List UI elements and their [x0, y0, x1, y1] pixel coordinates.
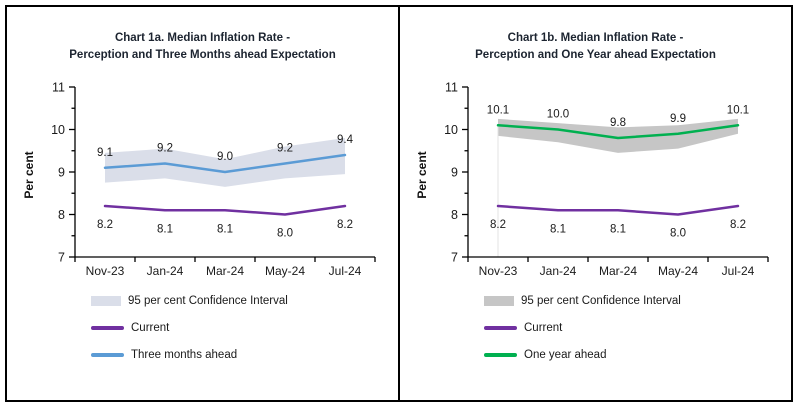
chart-1a-title-line1: Chart 1a. Median Inflation Rate -: [114, 32, 291, 44]
data-label: 9.4: [337, 134, 354, 146]
x-tick-label: Mar-24: [206, 264, 244, 278]
y-tick-label: 9: [58, 166, 65, 180]
data-label: 9.2: [157, 143, 173, 155]
data-label: 8.2: [730, 219, 746, 231]
current-series-line: [103, 204, 347, 216]
ahead-line-swatch: [484, 353, 517, 357]
data-label: 8.1: [157, 223, 173, 235]
y-tick-label: 7: [451, 251, 458, 265]
x-tick-label: Jul-24: [329, 264, 362, 278]
chart-1b-title-line1: Chart 1b. Median Inflation Rate -: [507, 32, 684, 44]
ahead-series-line: [103, 153, 347, 174]
legend-label: Three months ahead: [131, 349, 238, 361]
x-tick-label: Jan-24: [540, 264, 577, 278]
y-tick-label: 10: [51, 123, 65, 137]
data-label: 9.1: [97, 147, 113, 159]
data-label: 8.1: [217, 223, 233, 235]
data-label: 8.1: [610, 223, 626, 235]
confidence-band-swatch: [91, 296, 121, 306]
data-label: 9.0: [217, 151, 233, 163]
legend-item-three-months-ahead: Three months ahead: [91, 349, 288, 361]
x-tick-label: Nov-23: [479, 264, 518, 278]
legend-label: Current: [524, 322, 563, 334]
chart-1a-title-line2: Perception and Three Months ahead Expect…: [69, 48, 336, 61]
legend-label: 95 per cent Confidence Interval: [128, 295, 288, 307]
data-label: 8.2: [337, 219, 353, 231]
current-line-swatch: [484, 326, 517, 330]
legend-item-current: Current: [91, 322, 288, 334]
legend-label: 95 per cent Confidence Interval: [521, 295, 681, 307]
x-tick-label: Jan-24: [147, 264, 184, 278]
data-label: 9.9: [670, 113, 686, 125]
y-tick-label: 11: [445, 81, 458, 95]
x-tick-label: May-24: [658, 264, 698, 278]
current-line-swatch: [91, 326, 124, 330]
chart-panel-1a: Chart 1a. Median Inflation Rate - Percep…: [7, 7, 400, 400]
y-tick-label: 11: [52, 81, 65, 95]
confidence-band-swatch: [484, 296, 514, 306]
chart-1b-title: Chart 1b. Median Inflation Rate - Percep…: [400, 7, 791, 63]
y-tick-label: 8: [58, 208, 65, 222]
x-tick-label: Mar-24: [599, 264, 637, 278]
legend-label: One year ahead: [524, 349, 607, 361]
legend-item-confidence-interval: 95 per cent Confidence Interval: [484, 295, 681, 307]
x-tick-label: Nov-23: [86, 264, 125, 278]
chart-1b-title-line2: Perception and One Year ahead Expectatio…: [475, 48, 716, 61]
x-tick-label: May-24: [265, 264, 305, 278]
ahead-series-line: [496, 124, 740, 140]
y-tick-label: 7: [58, 251, 65, 265]
legend-item-current: Current: [484, 322, 681, 334]
data-label: 10.1: [487, 104, 509, 116]
chart-1a-legend: 95 per cent Confidence Interval Current …: [91, 295, 288, 361]
data-label: 8.2: [97, 219, 113, 231]
current-series-line: [496, 204, 740, 216]
data-label: 9.8: [610, 117, 626, 129]
data-label: 10.0: [547, 109, 569, 121]
chart-1b-plot: 7 8 9 10 11 Nov-23 Jan-24 Mar-24 May-24 Jul-24 8.2…: [444, 81, 769, 278]
data-label: 8.2: [490, 219, 506, 231]
confidence-band: [105, 138, 345, 187]
ahead-line-swatch: [91, 353, 124, 357]
chart-1b-legend: 95 per cent Confidence Interval Current …: [484, 295, 681, 361]
figure-frame: Chart 1a. Median Inflation Rate - Percep…: [5, 5, 793, 402]
x-tick-label: Jul-24: [722, 264, 755, 278]
y-tick-label: 10: [444, 123, 458, 137]
data-label: 9.2: [277, 143, 293, 155]
chart-1a-plot: 7 8 9 10 11 Nov-23 Jan-24 Mar-24 May-24 Jul-24 8.2…: [51, 81, 376, 278]
data-label: 8.0: [277, 228, 293, 240]
y-tick-label: 8: [451, 208, 458, 222]
data-label: 8.1: [550, 223, 566, 235]
legend-item-confidence-interval: 95 per cent Confidence Interval: [91, 295, 288, 307]
y-tick-label: 9: [451, 166, 458, 180]
data-label: 8.0: [670, 228, 686, 240]
chart-panel-1b: Chart 1b. Median Inflation Rate - Percep…: [400, 7, 791, 400]
legend-item-one-year-ahead: One year ahead: [484, 349, 681, 361]
legend-label: Current: [131, 322, 170, 334]
data-label: 10.1: [727, 104, 749, 116]
confidence-band: [498, 118, 738, 153]
chart-1a-title: Chart 1a. Median Inflation Rate - Percep…: [7, 7, 398, 63]
